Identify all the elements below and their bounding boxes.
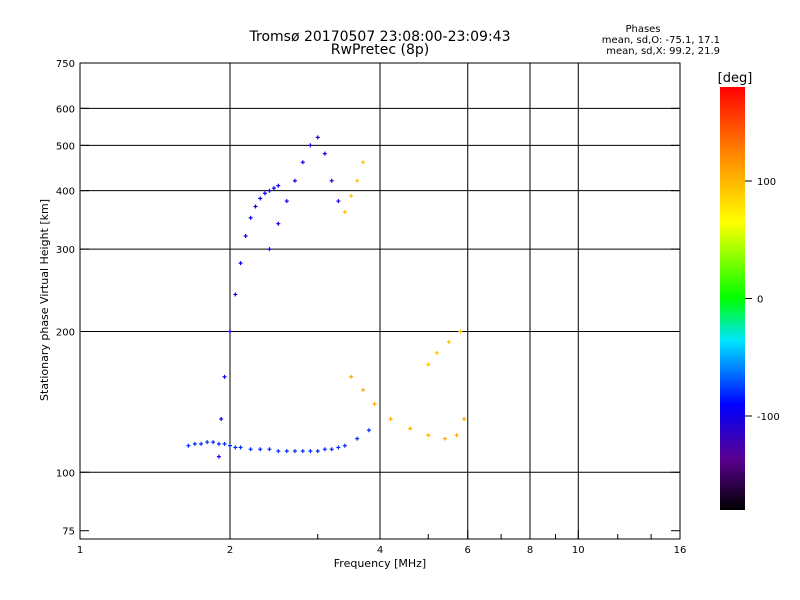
data-point xyxy=(300,160,305,165)
data-point xyxy=(271,186,276,191)
stats-line-o: mean, sd,O: -75.1, 17.1 xyxy=(602,35,720,46)
data-point xyxy=(349,193,354,198)
data-point xyxy=(248,447,253,452)
data-point xyxy=(426,362,431,367)
data-point xyxy=(349,374,354,379)
data-point xyxy=(284,449,289,454)
grid xyxy=(80,63,680,539)
y-tick-label: 200 xyxy=(56,327,75,338)
data-point xyxy=(300,449,305,454)
data-point xyxy=(366,428,371,433)
data-point xyxy=(342,443,347,448)
colorbar-tick-label: 0 xyxy=(757,295,763,306)
data-point xyxy=(458,329,463,334)
x-tick-label: 10 xyxy=(572,545,585,556)
colorbar-label: [deg] xyxy=(718,71,753,86)
data-point xyxy=(267,247,272,252)
colorbar-tick-label: -100 xyxy=(757,412,780,423)
data-point xyxy=(355,436,360,441)
chart-subtitle: RwPretec (8p) xyxy=(331,42,429,58)
data-point xyxy=(322,151,327,156)
data-point xyxy=(322,447,327,452)
data-point xyxy=(243,234,248,239)
data-point xyxy=(238,261,243,266)
data-point xyxy=(228,329,232,334)
y-tick-label: 400 xyxy=(56,187,75,198)
data-point xyxy=(186,443,191,448)
data-point xyxy=(233,292,238,297)
x-tick-label: 4 xyxy=(377,545,383,556)
data-point xyxy=(267,447,272,452)
data-point xyxy=(276,221,281,226)
data-point xyxy=(426,433,431,438)
x-tick-label: 6 xyxy=(465,545,471,556)
y-tick-label: 600 xyxy=(56,104,75,115)
y-axis-label: Stationary phase Virtual Height [km] xyxy=(38,199,51,401)
data-point xyxy=(292,449,297,454)
data-point xyxy=(442,436,447,441)
x-tick-label: 2 xyxy=(227,545,233,556)
data-point xyxy=(434,350,439,355)
data-point xyxy=(216,441,221,446)
data-point xyxy=(258,196,263,201)
chart-title: Tromsø 20170507 23:08:00-23:09:43 xyxy=(249,29,511,45)
data-point xyxy=(292,178,297,183)
data-point xyxy=(258,447,263,452)
data-point xyxy=(355,178,360,183)
stats-heading: Phases xyxy=(625,24,660,35)
y-tick-label: 500 xyxy=(56,141,75,152)
data-point xyxy=(361,160,366,165)
data-point xyxy=(238,445,243,450)
axis-ticks: 1 2 4 6 8 10 16 75 100 200 300 400 500 600 750 xyxy=(56,59,686,556)
data-point xyxy=(211,440,216,445)
data-point xyxy=(315,135,320,140)
data-point xyxy=(228,443,232,448)
data-point xyxy=(336,199,341,204)
data-point xyxy=(222,374,227,379)
data-point xyxy=(462,416,467,421)
data-point xyxy=(408,426,413,431)
y-tick-label: 100 xyxy=(56,468,75,479)
data-point xyxy=(388,416,393,421)
data-point xyxy=(308,449,313,454)
data-point xyxy=(342,210,347,215)
x-axis-label: Frequency [MHz] xyxy=(334,557,426,570)
data-point xyxy=(284,199,289,204)
data-point xyxy=(276,449,281,454)
y-tick-label: 300 xyxy=(56,245,75,256)
data-points xyxy=(186,135,467,459)
x-tick-label: 8 xyxy=(527,545,533,556)
data-point xyxy=(276,183,281,188)
data-point xyxy=(454,433,459,438)
data-point xyxy=(219,416,224,421)
data-point xyxy=(205,440,210,445)
x-tick-label: 1 xyxy=(77,545,83,556)
y-tick-label: 75 xyxy=(62,527,75,538)
colorbar-ticks: 100 0 -100 xyxy=(745,177,780,423)
data-point xyxy=(216,454,221,459)
data-point xyxy=(222,441,227,446)
data-point xyxy=(329,447,334,452)
data-point xyxy=(192,441,197,446)
colorbar-tick-label: 100 xyxy=(757,177,776,188)
data-point xyxy=(253,204,258,209)
data-point xyxy=(308,143,313,148)
data-point xyxy=(361,387,366,392)
data-point xyxy=(315,449,320,454)
data-point xyxy=(262,191,267,196)
data-point xyxy=(446,339,451,344)
colorbar xyxy=(720,87,745,510)
stats-line-x: mean, sd,X: 99.2, 21.9 xyxy=(606,46,720,57)
data-point xyxy=(336,445,341,450)
y-tick-label: 750 xyxy=(56,59,75,70)
data-point xyxy=(329,178,334,183)
data-point xyxy=(199,441,204,446)
data-point xyxy=(267,188,272,193)
x-tick-label: 16 xyxy=(674,545,687,556)
data-point xyxy=(233,445,238,450)
data-point xyxy=(248,215,253,220)
data-point xyxy=(372,401,377,406)
